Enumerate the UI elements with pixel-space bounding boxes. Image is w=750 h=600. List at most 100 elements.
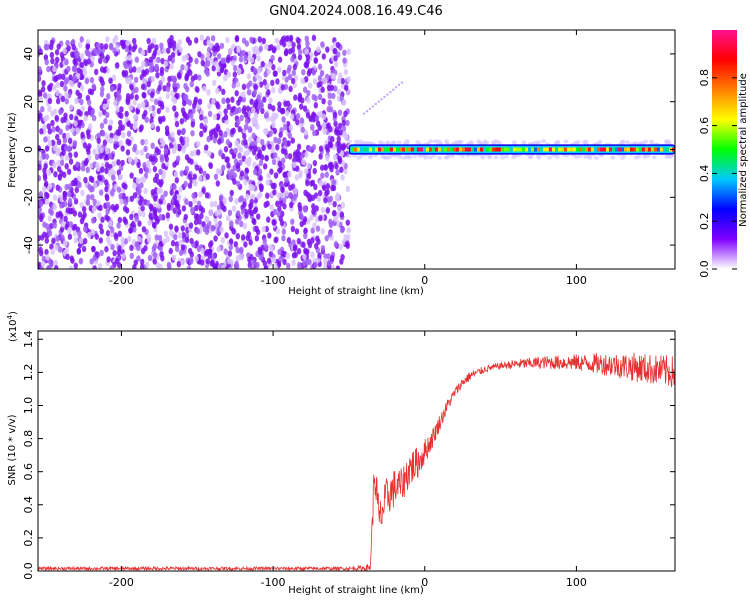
noise-cell <box>336 147 342 154</box>
noise-cell <box>105 201 111 209</box>
noise-cell <box>203 250 209 257</box>
noise-cell <box>102 103 107 110</box>
noise-cell <box>237 67 242 75</box>
noise-cell <box>199 34 205 41</box>
trace-cell <box>377 100 380 103</box>
noise-cell <box>288 201 294 209</box>
noise-cell <box>276 43 281 51</box>
halo-cell <box>593 155 599 160</box>
noise-cell <box>308 115 314 122</box>
noise-cell <box>241 91 246 98</box>
noise-cell <box>58 108 63 116</box>
noise-cell <box>47 230 53 237</box>
noise-cell <box>243 123 249 131</box>
band-cell <box>482 147 487 152</box>
noise-cell <box>205 70 210 77</box>
noise-cell <box>229 148 234 155</box>
noise-cell <box>174 177 180 184</box>
noise-cell <box>232 71 238 78</box>
noise-cell <box>94 233 99 240</box>
noise-cell <box>282 258 287 266</box>
noise-cell <box>47 97 53 105</box>
noise-cell <box>296 151 302 158</box>
noise-cell <box>112 205 118 213</box>
noise-cell <box>319 164 325 171</box>
x-tick-label: -200 <box>109 274 134 287</box>
x-tick-label: 100 <box>566 274 587 287</box>
noise-cell <box>96 42 101 49</box>
noise-cell <box>105 67 111 74</box>
noise-cell <box>160 194 165 201</box>
noise-cell <box>184 236 190 244</box>
noise-cell <box>66 65 71 73</box>
noise-cell <box>160 255 165 262</box>
noise-cell <box>307 67 312 75</box>
noise-cell <box>140 83 146 90</box>
noise-cell <box>327 162 333 170</box>
noise-cell <box>158 168 163 176</box>
noise-cell <box>261 225 266 233</box>
noise-cell <box>56 165 62 173</box>
noise-cell <box>139 263 145 269</box>
noise-cell <box>220 57 225 64</box>
noise-cell <box>198 204 203 212</box>
noise-cell <box>189 237 194 245</box>
band-cell <box>575 147 580 152</box>
noise-cell <box>113 233 119 240</box>
noise-cell <box>312 159 318 167</box>
noise-cell <box>283 148 288 156</box>
band-cell <box>371 147 376 152</box>
noise-cell <box>133 76 139 84</box>
noise-cell <box>228 195 233 203</box>
noise-cell <box>249 98 254 105</box>
halo-cell <box>428 139 434 144</box>
noise-cell <box>266 172 271 180</box>
noise-cell <box>219 226 224 233</box>
band-cell <box>398 147 403 152</box>
noise-cell <box>227 209 233 216</box>
band-cell <box>365 147 370 152</box>
noise-cell <box>281 41 287 48</box>
noise-cell <box>286 237 292 244</box>
noise-cell <box>143 145 148 153</box>
noise-cell <box>254 235 260 242</box>
noise-cell <box>123 238 129 245</box>
noise-cell <box>284 176 289 184</box>
band-cell <box>359 147 364 152</box>
noise-cell <box>89 258 94 265</box>
noise-cell <box>264 43 269 51</box>
noise-cell <box>141 176 147 183</box>
noise-cell <box>38 206 42 214</box>
noise-cell <box>107 124 113 131</box>
noise-cell <box>311 34 317 42</box>
noise-cell <box>194 37 199 44</box>
noise-cell <box>72 65 77 72</box>
band-cell <box>383 147 388 152</box>
noise-cell <box>156 56 161 64</box>
noise-cell <box>180 139 185 146</box>
noise-cell <box>310 124 315 131</box>
noise-cell <box>199 130 204 138</box>
halo-cell <box>610 155 616 160</box>
noise-cell <box>65 253 70 261</box>
noise-cell <box>335 195 340 202</box>
noise-cell <box>184 64 189 71</box>
noise-cell <box>300 126 305 133</box>
noise-cell <box>225 57 231 64</box>
noise-cell <box>256 94 261 101</box>
noise-cell <box>165 92 171 100</box>
y-tick-label: 0.4 <box>22 496 35 514</box>
band-cell <box>614 147 619 152</box>
noise-cell <box>235 218 240 225</box>
noise-cell <box>240 234 246 241</box>
noise-cell <box>55 125 60 132</box>
band-cell <box>623 147 628 152</box>
noise-cell <box>271 256 277 264</box>
noise-cell <box>324 144 330 151</box>
noise-cell <box>217 138 222 145</box>
noise-cell <box>238 56 244 63</box>
noise-cell <box>287 171 292 178</box>
noise-cell <box>208 129 214 137</box>
noise-cell <box>281 234 286 242</box>
